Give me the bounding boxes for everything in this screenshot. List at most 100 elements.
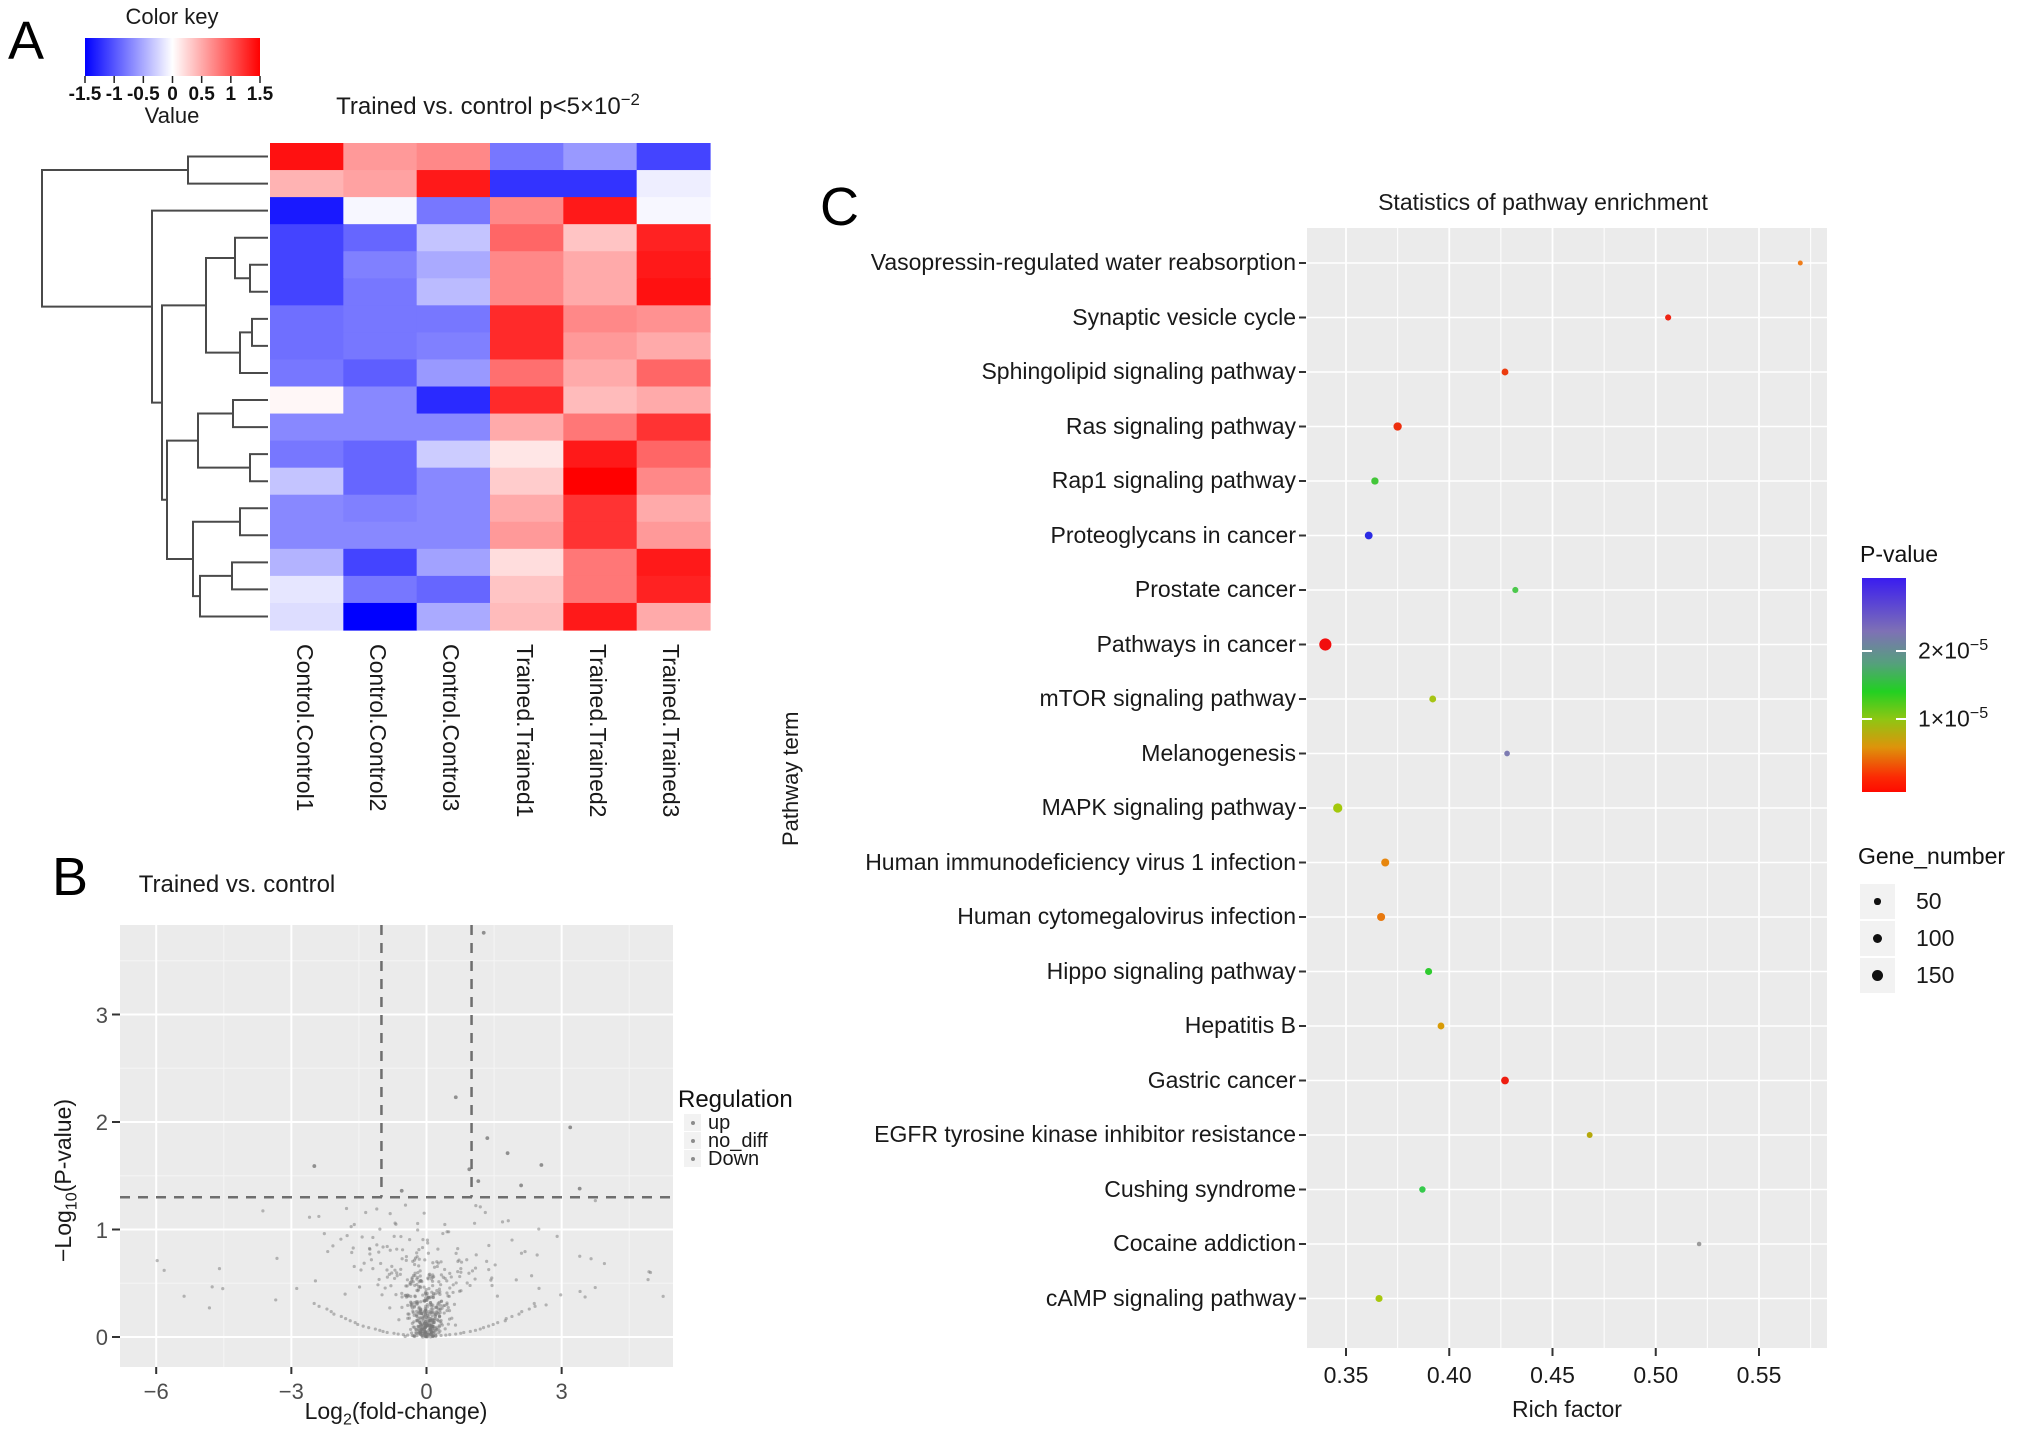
heatmap-cell xyxy=(270,359,344,388)
volcano-point xyxy=(352,1264,356,1269)
volcano-point xyxy=(514,1278,518,1282)
heatmap-cell xyxy=(563,467,638,496)
volcano-point xyxy=(401,1333,405,1337)
volcano-point xyxy=(399,1188,404,1193)
heatmap-cell xyxy=(416,575,491,604)
pathway-dot xyxy=(1586,1132,1593,1138)
dotplot-xtick-label: 0.50 xyxy=(1633,1362,1679,1388)
color-key-tick-label: 1 xyxy=(225,84,237,105)
volcano-point xyxy=(371,1235,375,1240)
volcano-point xyxy=(422,1285,426,1289)
heatmap-cell xyxy=(490,521,564,550)
pathway-term-label: Prostate cancer xyxy=(1134,576,1296,602)
volcano-point xyxy=(368,1252,372,1256)
heatmap-cell xyxy=(343,386,418,415)
volcano-point xyxy=(217,1267,222,1271)
gene-number-legend-label: 50 xyxy=(1916,888,1942,914)
volcano-point xyxy=(421,1317,425,1321)
volcano-point xyxy=(436,1307,441,1311)
volcano-plot-background xyxy=(120,925,673,1367)
volcano-point xyxy=(462,1330,466,1335)
pathway-dot xyxy=(1419,1186,1426,1193)
volcano-point xyxy=(527,1307,531,1311)
panel-c-label: C xyxy=(820,177,859,237)
volcano-point xyxy=(438,1311,442,1315)
volcano-point xyxy=(383,1286,387,1290)
heatmap-cell xyxy=(343,359,418,388)
volcano-point xyxy=(419,1300,423,1304)
volcano-point xyxy=(405,1278,409,1282)
volcano-point xyxy=(415,1277,419,1281)
volcano-point xyxy=(478,1205,482,1209)
volcano-point xyxy=(397,1318,401,1322)
volcano-point xyxy=(422,1329,427,1333)
heatmap-cell xyxy=(563,548,638,577)
volcano-point xyxy=(414,1318,419,1323)
heatmap-cell xyxy=(343,521,418,550)
heatmap-cell xyxy=(343,251,418,279)
volcano-xlabel: Log2(fold-change) xyxy=(304,1398,488,1429)
volcano-point xyxy=(439,1333,443,1338)
heatmap-cell xyxy=(343,467,418,496)
heatmap-cell xyxy=(270,386,344,415)
volcano-point xyxy=(495,1294,500,1298)
volcano-point xyxy=(533,1304,537,1308)
pathway-term-label: mTOR signaling pathway xyxy=(1039,685,1296,711)
volcano-point xyxy=(448,1286,452,1290)
volcano-point xyxy=(451,1283,455,1287)
volcano-point xyxy=(431,1261,435,1265)
heatmap-cell xyxy=(416,602,491,631)
color-key-gradient xyxy=(85,38,260,76)
volcano-point xyxy=(369,1258,374,1262)
volcano-point xyxy=(452,1302,457,1306)
volcano-point xyxy=(400,1257,404,1261)
volcano-point xyxy=(442,1311,446,1315)
color-key-tick-label: 1.5 xyxy=(246,84,274,105)
heatmap-cell xyxy=(343,413,418,442)
volcano-point xyxy=(519,1251,524,1255)
heatmap-cell xyxy=(636,521,711,550)
volcano-point xyxy=(435,1310,439,1314)
heatmap-column-label-text: Control.Control3 xyxy=(438,644,465,812)
volcano-ytick-label: 0 xyxy=(95,1325,108,1350)
heatmap-cell xyxy=(490,602,564,631)
heatmap-cell xyxy=(343,197,418,225)
panel-b-label: B xyxy=(52,847,89,907)
volcano-point xyxy=(532,1301,536,1306)
heatmap-cell xyxy=(636,332,711,361)
volcano-point xyxy=(426,1276,430,1280)
volcano-point xyxy=(182,1294,186,1298)
pvalue-tick-label-1e-5: 1×10−5 xyxy=(1918,704,1989,732)
volcano-point xyxy=(431,1284,435,1288)
dendrogram-branch xyxy=(239,507,268,537)
pathway-dot xyxy=(1319,638,1332,651)
heatmap-cell xyxy=(416,386,491,415)
gene-number-legend-dot xyxy=(1871,969,1884,982)
volcano-point xyxy=(432,1275,436,1279)
volcano-point xyxy=(415,1288,419,1292)
volcano-point xyxy=(467,1271,471,1275)
volcano-point xyxy=(398,1272,402,1276)
volcano-point xyxy=(344,1317,348,1321)
volcano-point xyxy=(578,1289,582,1294)
volcano-point xyxy=(422,1211,426,1215)
volcano-point xyxy=(396,1332,400,1336)
heatmap-cell xyxy=(490,467,564,496)
volcano-point xyxy=(429,1277,434,1281)
heatmap-cell xyxy=(563,224,638,252)
volcano-point xyxy=(394,1293,398,1297)
volcano-point xyxy=(426,1323,430,1327)
volcano-point xyxy=(417,1257,421,1261)
heatmap-cell xyxy=(636,197,711,225)
volcano-point xyxy=(400,1295,404,1299)
volcano-point xyxy=(510,1314,514,1319)
pathway-term-label: Vasopressin-regulated water reabsorption xyxy=(870,249,1296,275)
volcano-point xyxy=(439,1283,443,1287)
volcano-point xyxy=(578,1254,582,1258)
pathway-dot xyxy=(1364,531,1373,540)
volcano-ytick-label: 3 xyxy=(95,1002,108,1028)
dendrogram-branch xyxy=(199,574,268,618)
regulation-legend-dot xyxy=(691,1139,695,1143)
volcano-point xyxy=(343,1292,347,1296)
volcano-point xyxy=(344,1206,349,1211)
